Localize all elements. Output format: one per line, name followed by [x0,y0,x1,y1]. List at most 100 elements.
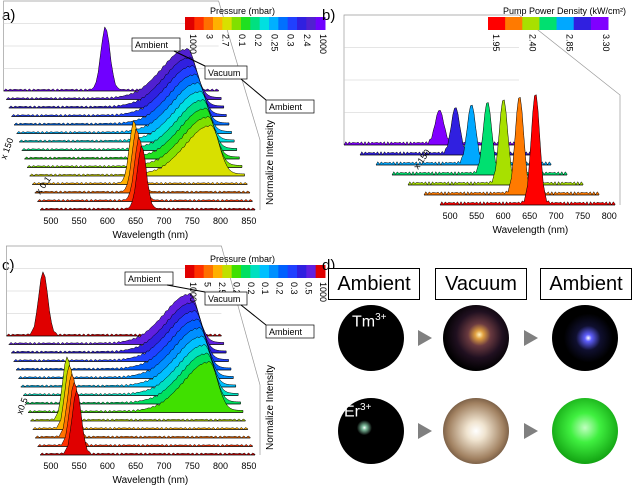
annotation-box [124,271,174,286]
photo-er-ambient [338,398,404,464]
colorbar-swatch [241,17,251,30]
colorbar-tick: 1000 [188,34,198,54]
photo-tm-ambient-2 [552,305,618,371]
colorbar-tick: 0.2 [275,282,285,295]
annotation-arrow [166,284,206,293]
x-axis-label: Wavelength (nm) [113,230,189,241]
colorbar-swatch [231,17,242,30]
annotation-label: Ambient [269,327,303,337]
axis-frame [6,245,261,455]
colorbar-swatch [241,265,251,278]
colorbar-tick: 0.3 [286,34,296,47]
z-axis-label: Normalize Intensity [265,365,276,450]
x-axis-label: Wavelength (nm) [113,475,189,486]
colorbar-swatch [297,265,307,278]
x-tick-label: 600 [100,216,115,226]
colorbar-swatch [185,17,195,30]
colorbar-tick: 2.85 [564,34,574,52]
colorbar-tick: 0.2 [231,282,241,295]
annotation-box [265,324,315,339]
colorbar-swatch [522,17,540,30]
colorbar-tick: 1000 [188,282,198,302]
colorbar-swatch [213,17,223,30]
label-tm: Tm3+ [352,312,387,331]
annotation-arrow [240,78,267,101]
colorbar-swatch [222,17,233,30]
x-tick-label: 600 [100,461,115,471]
colorbar-tick: 0.1 [237,34,247,47]
panel-label: a) [2,7,15,24]
annotation-label: Ambient [128,274,162,284]
x-tick-label: 850 [241,216,256,226]
arrow-icon [418,330,432,346]
colorbar-tick: 1.95 [491,34,501,52]
photo-er-vacuum [443,398,509,464]
label-er: Er3+ [344,402,372,421]
annotation-box [131,37,181,52]
colorbar-swatch [287,17,298,30]
colorbar-swatch [194,265,205,278]
x-tick-label: 800 [602,211,617,221]
colorbar-title: Pressure (mbar) [210,6,275,16]
annotation-label: Ambient [269,102,303,112]
colorbar-tick: 0.3 [289,282,299,295]
axis-frame [343,14,621,205]
colorbar-swatch [488,17,506,30]
x-tick-label: 750 [185,216,200,226]
colorbar-swatch [278,17,289,30]
scale-factor-label: x 150 [411,147,432,171]
panel-label: b) [322,7,335,24]
x-axis-label: Wavelength (nm) [493,225,569,236]
panel-label: c) [2,257,15,274]
colorbar-swatch [590,17,609,30]
colorbar-tick: 2.40 [528,34,538,52]
colorbar-swatch [203,265,214,278]
annotation-label: Vacuum [208,294,240,304]
colorbar-swatch [250,17,261,30]
colorbar-tick: 1000 [318,34,328,54]
x-tick-label: 500 [43,216,58,226]
colorbar-swatch [269,265,279,278]
colorbar-swatch [259,17,270,30]
colorbar-swatch [185,265,195,278]
annotation-arrow [240,304,267,326]
axis-frame [3,0,261,210]
colorbar-swatch [306,265,317,278]
x-tick-label: 600 [496,211,511,221]
colorbar-swatch [573,17,592,30]
x-tick-label: 700 [156,216,171,226]
colorbar-swatch [539,17,558,30]
x-tick-label: 700 [156,461,171,471]
x-tick-label: 550 [72,216,87,226]
colorbar-swatch [297,17,307,30]
colorbar-tick: 0.1 [260,282,270,295]
colorbar-tick: 3.30 [601,34,611,52]
x-tick-label: 550 [469,211,484,221]
colorbar-swatch [315,17,326,30]
x-tick-label: 750 [575,211,590,221]
colorbar-swatch [556,17,575,30]
photo-tm-vacuum [443,305,509,371]
colorbar-tick: 2.4 [302,34,312,47]
colorbar-tick: 5 [202,282,212,287]
annotation-box [265,99,315,114]
x-tick-label: 650 [522,211,537,221]
colorbar-tick: 0.25 [269,34,279,52]
photo-er-ambient-2 [552,398,618,464]
colorbar-tick: 2.7 [221,34,231,47]
colorbar-swatch [194,17,205,30]
x-tick-label: 650 [128,461,143,471]
colorbar-swatch [213,265,223,278]
arrow-icon [524,330,538,346]
arrow-icon [418,423,432,439]
photo-tm-ambient [338,305,404,371]
annotation-box [204,291,248,306]
x-tick-label: 800 [213,461,228,471]
header-ambient: Ambient [328,268,420,300]
annotation-label: Ambient [135,40,169,50]
colorbar-tick: 1000 [318,282,328,302]
x-tick-label: 650 [128,216,143,226]
colorbar-tick: 0.2 [253,34,263,47]
header-ambient-2: Ambient [540,268,632,300]
